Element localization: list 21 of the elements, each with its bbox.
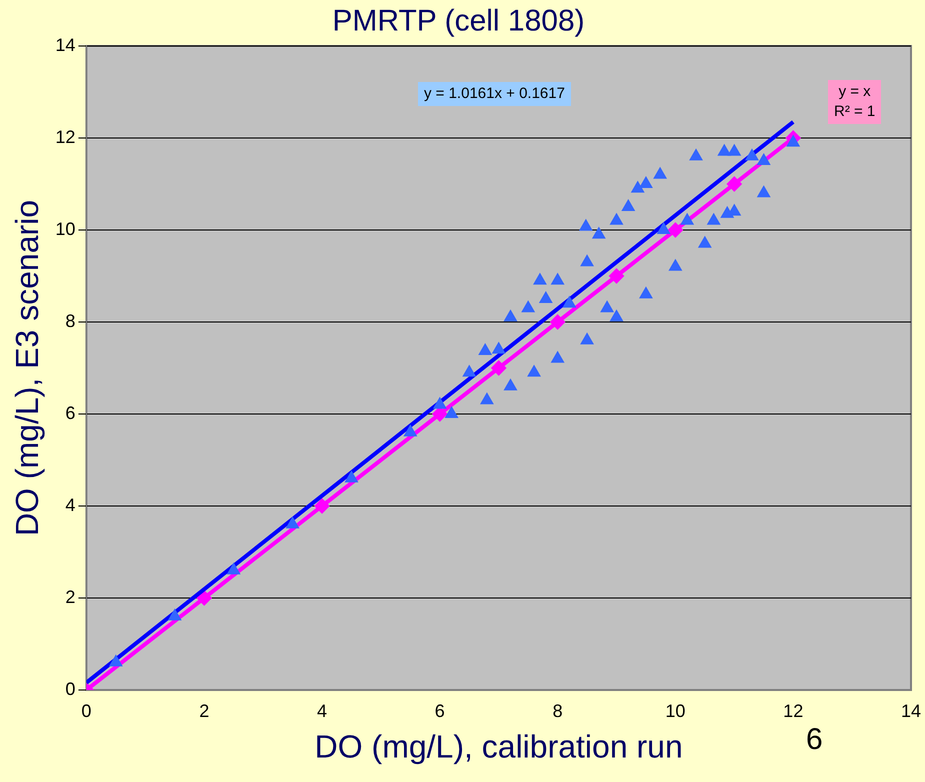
x-tick-label: 12 (783, 700, 804, 721)
y-tick-label: 8 (65, 310, 76, 331)
x-tick-label: 0 (81, 700, 92, 721)
annotation: y = 1.0161x + 0.1617 (418, 82, 571, 106)
y-axis-title: DO (mg/L), E3 scenario (9, 200, 46, 536)
y-tick-label: 10 (55, 218, 76, 239)
x-tick-label: 2 (199, 700, 210, 721)
x-tick-label: 10 (665, 700, 686, 721)
x-tick-label: 8 (552, 700, 563, 721)
y-tick-label: 14 (55, 34, 76, 55)
x-tick-label: 14 (900, 700, 922, 721)
y-tick-label: 2 (65, 586, 76, 607)
y-tick-label: 0 (65, 678, 76, 699)
y-tick-label: 12 (55, 126, 76, 147)
x-tick-label: 6 (434, 700, 445, 721)
annotation: y = x R² = 1 (828, 80, 882, 124)
y-tick-label: 6 (65, 402, 76, 423)
x-axis-title: DO (mg/L), calibration run (314, 728, 683, 765)
x-tick-label: 4 (317, 700, 328, 721)
chart-title: PMRTP (cell 1808) (332, 4, 585, 38)
y-tick-label: 4 (65, 494, 76, 515)
